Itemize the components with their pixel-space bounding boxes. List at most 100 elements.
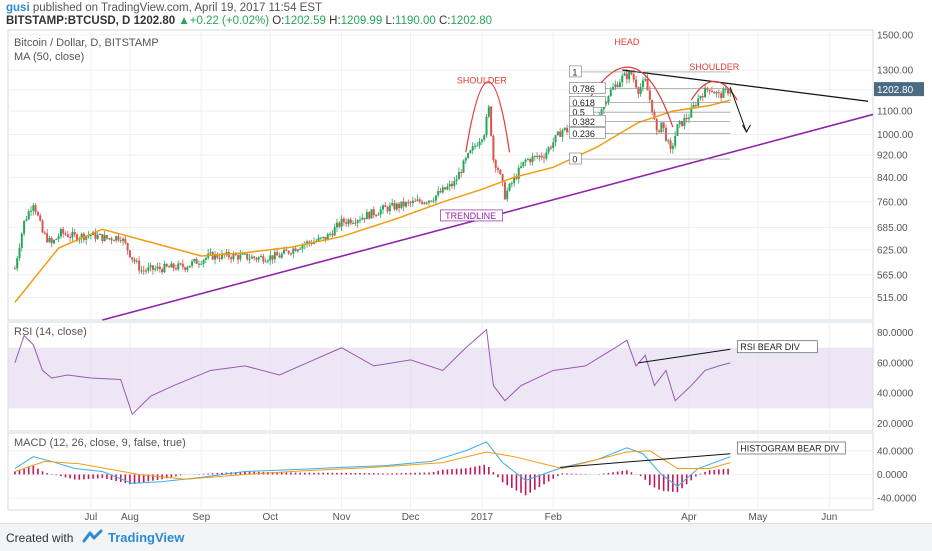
candle-body (338, 223, 340, 227)
macd-histogram-bar (180, 474, 182, 475)
candle-body (536, 156, 538, 157)
candle-body (115, 236, 117, 241)
macd-histogram-bar (571, 474, 573, 475)
macd-histogram-bar (631, 472, 633, 474)
macd-histogram-bar (19, 470, 21, 474)
annotation-head: HEAD (614, 37, 640, 47)
candle-body (506, 191, 508, 200)
candle-body (184, 267, 186, 270)
macd-histogram-bar (557, 474, 559, 476)
candle-body (722, 89, 724, 98)
macd-histogram-bar (612, 472, 614, 474)
macd-histogram-bar (401, 473, 403, 474)
candle-body (320, 238, 322, 239)
candle-body (628, 72, 630, 79)
candle-body (398, 204, 400, 208)
fib-label: 0 (572, 155, 577, 165)
macd-histogram-bar (313, 473, 315, 475)
candle-body (113, 240, 115, 241)
macd-histogram-bar (125, 474, 127, 483)
candle-body (345, 222, 347, 224)
candle-body (186, 267, 188, 269)
candle-body (391, 203, 393, 205)
candle-body (446, 187, 448, 190)
candle-body (14, 268, 16, 269)
macd-histogram-bar (74, 474, 76, 479)
macd-histogram-bar (364, 473, 366, 474)
macd-histogram-bar (470, 467, 472, 474)
fib-label: 0.382 (572, 117, 595, 127)
macd-histogram-bar (562, 473, 564, 474)
candle-body (440, 191, 442, 192)
x-tick-label: Nov (333, 512, 351, 523)
y-tick-label: 920.00 (877, 150, 908, 161)
candle-body (168, 266, 170, 267)
macd-histogram-bar (548, 474, 550, 481)
macd-histogram-bar (502, 474, 504, 482)
macd-histogram-bar (60, 474, 62, 476)
macd-histogram-bar (212, 473, 214, 474)
candle-body (460, 172, 462, 173)
candle-body (545, 152, 547, 158)
candle-body (163, 264, 165, 272)
macd-histogram-bar (428, 473, 430, 475)
macd-histogram-bar (359, 473, 361, 474)
macd-histogram-bar (115, 474, 117, 481)
candle-body (120, 240, 122, 241)
rsi-y-tick-label: 20.0000 (877, 419, 914, 430)
macd-histogram-bar (414, 473, 416, 475)
macd-histogram-bar (424, 473, 426, 475)
candle-body (364, 218, 366, 219)
macd-histogram-bar (69, 474, 71, 478)
candle-body (670, 140, 672, 148)
macd-y-tick-label: 40.0000 (877, 446, 914, 457)
candle-body (444, 187, 446, 189)
fib-label: 0.236 (572, 129, 595, 139)
candle-body (709, 90, 711, 91)
annotation-shoulder-left: SHOULDER (457, 76, 508, 86)
candle-body (720, 93, 722, 98)
candle-body (711, 91, 713, 92)
candle-body (624, 73, 626, 75)
candle-body (458, 172, 460, 179)
candle-body (154, 269, 156, 270)
candle-body (140, 270, 142, 271)
candle-body (21, 234, 23, 248)
candle-body (672, 146, 674, 149)
y-tick-label: 685.00 (877, 223, 908, 234)
tradingview-logo-icon[interactable] (82, 529, 104, 545)
candle-body (396, 204, 398, 210)
candle-body (649, 90, 651, 99)
macd-histogram-bar (382, 473, 384, 474)
candle-body (681, 121, 683, 126)
macd-histogram-bar (286, 472, 288, 474)
x-tick-label: May (749, 512, 768, 523)
candle-body (51, 238, 53, 243)
candle-body (111, 238, 113, 240)
annotation-trendline: TRENDLINE (445, 211, 496, 221)
candle-body (435, 195, 437, 200)
candle-body (676, 124, 678, 136)
y-tick-label: 625.00 (877, 245, 908, 256)
candle-body (152, 265, 154, 269)
macd-histogram-bar (709, 470, 711, 474)
tradingview-brand[interactable]: TradingView (108, 530, 184, 545)
candle-body (101, 234, 103, 241)
candle-body (138, 261, 140, 271)
candle-body (161, 269, 163, 272)
candle-body (265, 261, 267, 262)
macd-histogram-bar (649, 474, 651, 485)
candle-body (511, 183, 513, 184)
macd-histogram-bar (217, 473, 219, 474)
candle-body (561, 130, 563, 137)
macd-histogram-bar (368, 473, 370, 474)
rsi-annotation: RSI BEAR DIV (740, 342, 800, 352)
candle-body (37, 212, 39, 215)
macd-histogram-bar (405, 473, 407, 474)
fib-label: 1 (572, 67, 577, 77)
candle-body (525, 160, 527, 162)
candle-body (288, 251, 290, 254)
candle-body (550, 147, 552, 148)
macd-histogram-bar (677, 474, 679, 492)
